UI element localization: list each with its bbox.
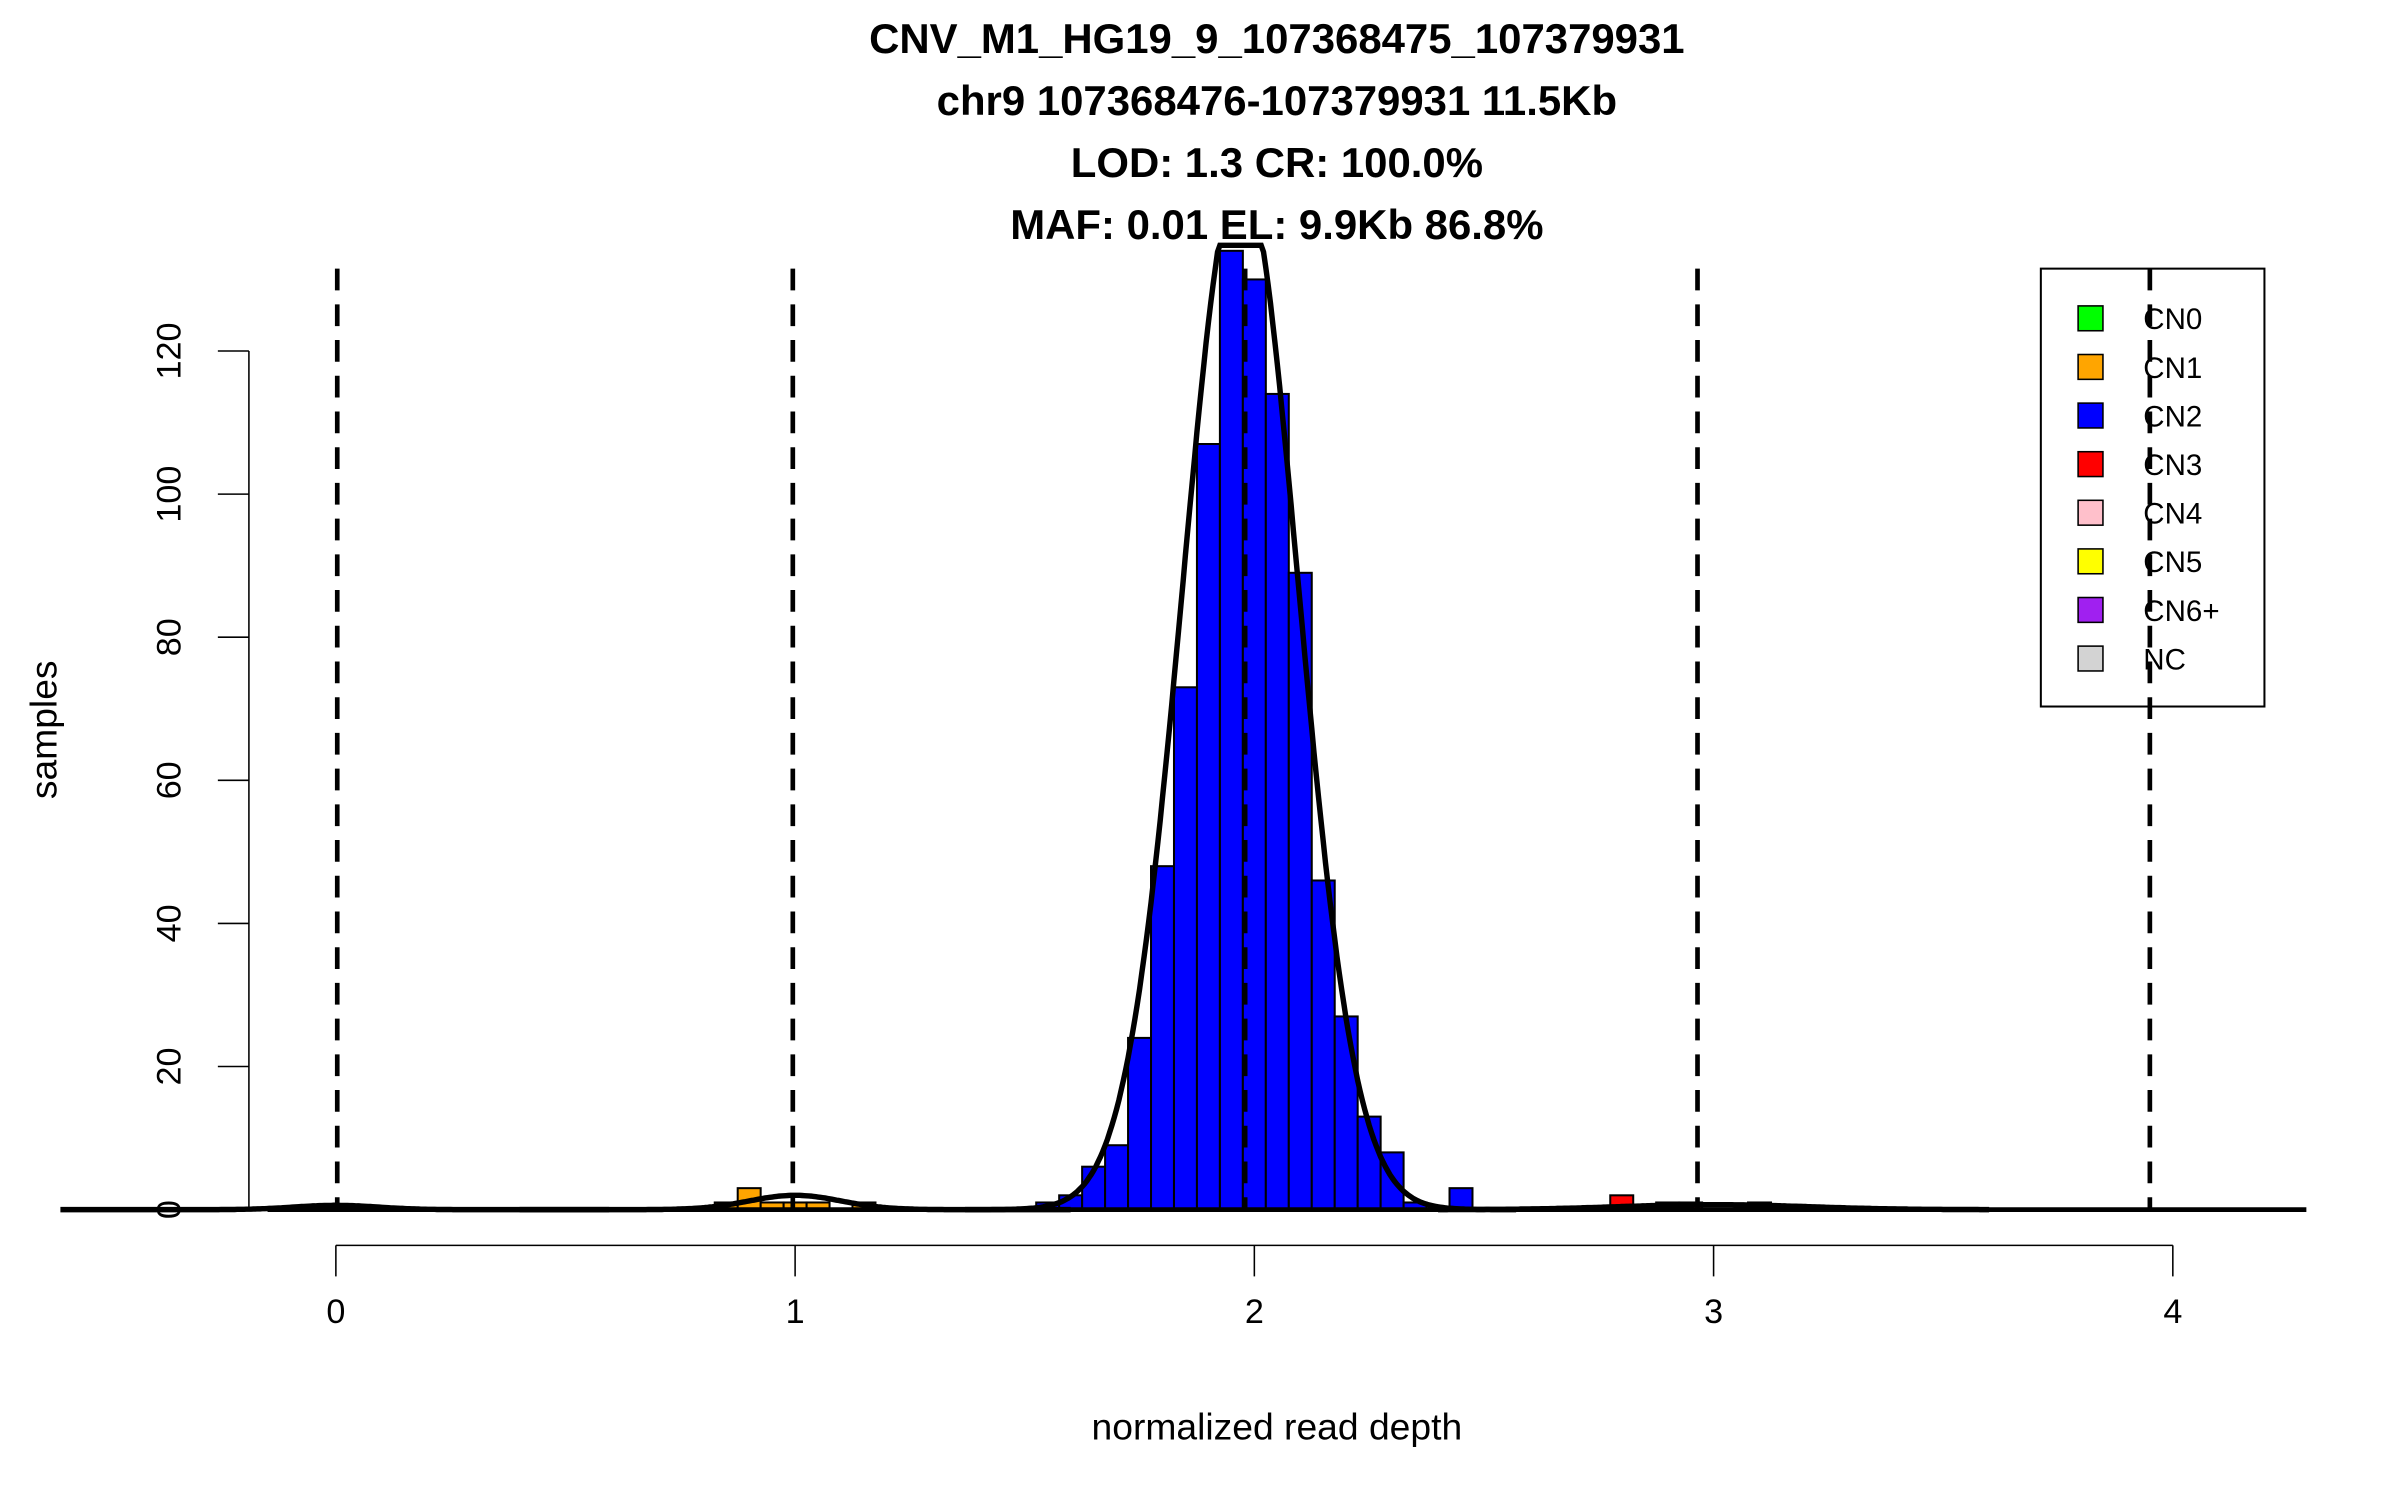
x-tick-label: 0 — [326, 1293, 345, 1331]
legend-swatch — [2077, 305, 2104, 332]
histogram-bar — [1172, 686, 1198, 1211]
threshold-lines — [334, 268, 2153, 1210]
histogram-bars — [323, 249, 1773, 1211]
y-tick-label: 40 — [151, 904, 189, 942]
legend-swatch — [2077, 402, 2104, 429]
legend-label: CN4 — [2143, 498, 2202, 531]
histogram-bar — [1264, 392, 1290, 1211]
legend-label: CN3 — [2143, 449, 2202, 482]
title-line-1: CNV_M1_HG19_9_107368475_107379931 — [869, 15, 1685, 62]
legend-label: CN2 — [2143, 400, 2202, 433]
legend-label: CN6+ — [2143, 595, 2219, 628]
x-tick-label: 1 — [786, 1293, 805, 1331]
legend-swatch — [2077, 596, 2104, 624]
legend-label: CN5 — [2143, 546, 2202, 579]
histogram-bar — [1150, 865, 1175, 1211]
histogram-bar — [1195, 443, 1221, 1211]
title-line-3: LOD: 1.3 CR: 100.0% — [1071, 139, 1483, 186]
y-tick-label: 20 — [151, 1048, 189, 1086]
histogram-bar — [1333, 1015, 1359, 1211]
y-axis-label: samples — [22, 660, 64, 799]
y-axis: 0 20 40 60 80 100 120 — [151, 322, 250, 1219]
legend-label: CN0 — [2143, 303, 2202, 336]
histogram-bar — [1104, 1144, 1130, 1211]
x-tick-label: 4 — [2163, 1293, 2182, 1331]
y-tick-label: 80 — [151, 618, 189, 656]
legend-swatch — [2077, 499, 2104, 526]
histogram-bar — [1218, 249, 1244, 1211]
legend-swatch — [2077, 353, 2104, 381]
y-tick-label: 120 — [151, 322, 189, 379]
legend-box — [2039, 267, 2266, 708]
title-line-4: MAF: 0.01 EL: 9.9Kb 86.8% — [1010, 201, 1543, 248]
legend-swatch — [2077, 548, 2104, 575]
fit-curves — [60, 242, 2307, 1213]
legend-swatch — [2077, 645, 2104, 672]
chart-title: CNV_M1_HG19_9_107368475_107379931 chr9 1… — [869, 15, 1685, 248]
x-axis-label: normalized read depth — [1092, 1405, 1463, 1447]
y-tick-label: 60 — [151, 761, 189, 799]
x-axis: 0 1 2 3 4 — [326, 1244, 2182, 1331]
x-tick-label: 2 — [1245, 1293, 1264, 1331]
title-line-2: chr9 107368476-107379931 11.5Kb — [937, 77, 1617, 124]
y-tick-label: 100 — [151, 466, 189, 523]
legend-label: CN1 — [2143, 352, 2202, 385]
legend-swatch — [2077, 450, 2104, 478]
histogram-bar — [1127, 1036, 1153, 1211]
fit-curve — [965, 242, 1517, 1213]
x-tick-label: 3 — [1704, 1293, 1723, 1331]
y-tick-label: 0 — [151, 1200, 189, 1219]
